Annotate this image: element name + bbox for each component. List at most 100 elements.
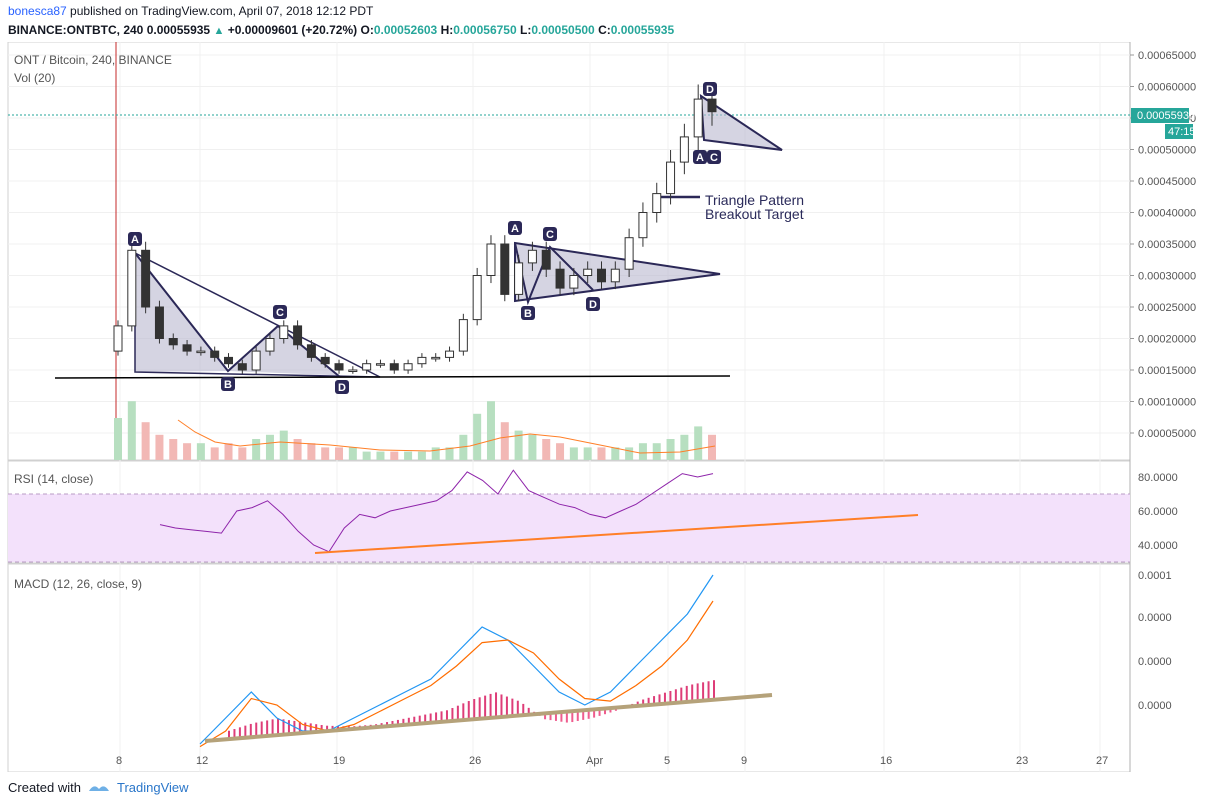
macd-hist-bar <box>467 701 470 720</box>
grid-lines <box>8 42 1130 772</box>
candle-body <box>196 350 206 354</box>
volume-bar <box>141 422 150 460</box>
macd-hist-bar <box>277 718 280 736</box>
candle-body <box>141 249 151 308</box>
time-tick-label: 9 <box>741 755 747 767</box>
time-tick-label: 16 <box>880 755 892 767</box>
volume-bar <box>196 443 205 460</box>
macd-hist-bar <box>386 722 389 727</box>
price-tick-label: 0.00020000 <box>1138 334 1196 346</box>
volume-bar <box>583 447 592 460</box>
candle-body <box>541 249 551 270</box>
volume-bar <box>445 447 454 460</box>
candle-body <box>182 344 192 352</box>
macd-tick-label: 0.0000 <box>1138 700 1172 712</box>
macd-hist-bar <box>287 720 290 735</box>
macd-hist-bar <box>554 712 557 721</box>
macd-line <box>199 574 714 745</box>
tradingview-link[interactable]: TradingView <box>116 780 189 795</box>
publish-info: bonesca87 published on TradingView.com, … <box>8 4 373 18</box>
rsi-tick-label: 60.0000 <box>1138 506 1178 518</box>
rsi-trendline[interactable] <box>314 514 919 554</box>
time-tick-label: 5 <box>664 755 670 767</box>
volume-bar <box>680 434 689 460</box>
volume-bar <box>321 447 330 460</box>
footer: Created with TradingView <box>8 780 189 795</box>
macd-hist-bar <box>391 720 394 726</box>
macd-hist-bar <box>407 717 410 725</box>
macd-tick-label: 0.0000 <box>1138 656 1172 668</box>
tradingview-logo-icon <box>88 785 109 791</box>
candle-body <box>679 136 689 163</box>
macd-hist-bar <box>516 700 519 716</box>
macd-hist-bar <box>244 725 247 738</box>
macd-hist-bar <box>511 698 514 717</box>
volume-bars <box>114 401 716 460</box>
time-axis[interactable]: 8 12 19 26 Apr 5 9 16 23 27 <box>116 755 1108 767</box>
macd-axis[interactable]: 0.0001 0.0000 0.0000 0.0000 <box>1138 570 1172 712</box>
macd-hist-bar <box>396 719 399 726</box>
volume-bar <box>307 443 316 460</box>
macd-hist-bar <box>500 694 503 718</box>
macd-hist-bar <box>266 720 269 737</box>
candle-body <box>320 356 330 365</box>
publish-text: published on TradingView.com, April 07, … <box>66 4 374 18</box>
candle-body <box>527 249 537 264</box>
macd-hist-bar <box>647 697 650 706</box>
label-c-2: C <box>543 227 557 241</box>
macd-hist-bar <box>593 709 596 718</box>
macd-hist-bar <box>582 710 585 720</box>
macd-hist-bar <box>418 715 421 724</box>
price-tick-label: 0.00060000 <box>1138 82 1196 94</box>
timer-badge-text: 47:15 <box>1168 126 1196 138</box>
candle-body <box>445 350 455 358</box>
macd-hist-bar <box>702 682 705 701</box>
volume-bar <box>279 430 288 460</box>
volume-bar <box>362 451 371 460</box>
volume-bar <box>514 430 523 460</box>
candle-body <box>293 325 303 346</box>
author-link[interactable]: bonesca87 <box>8 4 67 18</box>
macd-hist-bar <box>228 730 230 740</box>
last-price: 0.00055935 <box>146 23 211 37</box>
label-b-2: B <box>521 306 535 320</box>
macd-hist-bar <box>544 713 547 720</box>
candle-body <box>666 161 676 195</box>
macd-hist-bar <box>669 690 672 704</box>
volume-bar <box>597 447 606 460</box>
macd-hist-bar <box>233 729 236 739</box>
price-tick-label: 0.00015000 <box>1138 365 1196 377</box>
price-change: +0.00009601 (+20.72%) <box>227 23 358 37</box>
macd-hist-bar <box>304 722 307 733</box>
chart-canvas[interactable]: A B C D A B C D D A C Triangle Pattern B… <box>0 42 1212 772</box>
candle-body <box>458 319 468 352</box>
volume-bar <box>224 443 233 460</box>
volume-bar <box>238 447 247 460</box>
macd-hist-bar <box>680 687 683 703</box>
svg-text:D: D <box>338 382 346 394</box>
macd-hist-bar <box>282 719 285 735</box>
triangle-pattern-1-fill <box>135 253 380 377</box>
volume-bar <box>127 401 136 460</box>
volume-bar <box>155 434 164 460</box>
candle-body <box>375 363 385 366</box>
svg-text:C: C <box>276 307 284 319</box>
macd-tick-label: 0.0001 <box>1138 570 1172 582</box>
high-label: H: <box>440 23 454 37</box>
volume-bar <box>694 426 703 460</box>
last-price-badge-text: 0.00055935 <box>1137 110 1195 122</box>
time-tick-label: 8 <box>116 755 122 767</box>
macd-hist-bar <box>549 713 552 721</box>
macd-pane[interactable] <box>7 563 1131 772</box>
svg-text:C: C <box>546 229 554 241</box>
macd-hist-bar <box>707 681 710 701</box>
price-tick-label: 0.00010000 <box>1138 397 1196 409</box>
rsi-axis[interactable]: 80.0000 60.0000 40.0000 <box>1138 472 1178 552</box>
rsi-line <box>159 469 714 553</box>
candle-body <box>403 363 413 371</box>
macd-hist-bar <box>435 712 438 723</box>
macd-hist-bar <box>424 714 427 724</box>
macd-trendline[interactable] <box>204 693 773 743</box>
support-line[interactable] <box>54 375 731 379</box>
candle-body <box>500 243 510 295</box>
